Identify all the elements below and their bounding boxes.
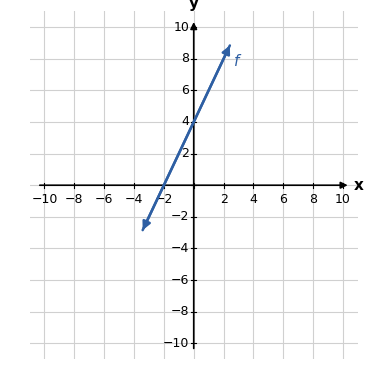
Text: 6: 6	[279, 193, 287, 206]
Text: −2: −2	[171, 210, 189, 223]
Text: 10: 10	[335, 193, 351, 206]
Text: 6: 6	[182, 84, 189, 97]
Text: −4: −4	[171, 242, 189, 255]
Text: 2: 2	[220, 193, 228, 206]
Text: −6: −6	[171, 274, 189, 287]
Text: 4: 4	[249, 193, 257, 206]
Text: 8: 8	[309, 193, 317, 206]
Text: f: f	[234, 54, 239, 70]
Text: −2: −2	[155, 193, 173, 206]
Text: −6: −6	[95, 193, 113, 206]
Text: −8: −8	[171, 305, 189, 318]
Text: 8: 8	[181, 52, 189, 65]
Text: 10: 10	[173, 21, 189, 34]
Text: −4: −4	[125, 193, 143, 206]
Text: 2: 2	[182, 147, 189, 160]
Text: −10: −10	[163, 337, 189, 350]
Text: −10: −10	[31, 193, 58, 206]
Text: x: x	[354, 178, 363, 193]
Text: y: y	[189, 0, 199, 11]
Text: −8: −8	[65, 193, 83, 206]
Text: 4: 4	[182, 116, 189, 129]
